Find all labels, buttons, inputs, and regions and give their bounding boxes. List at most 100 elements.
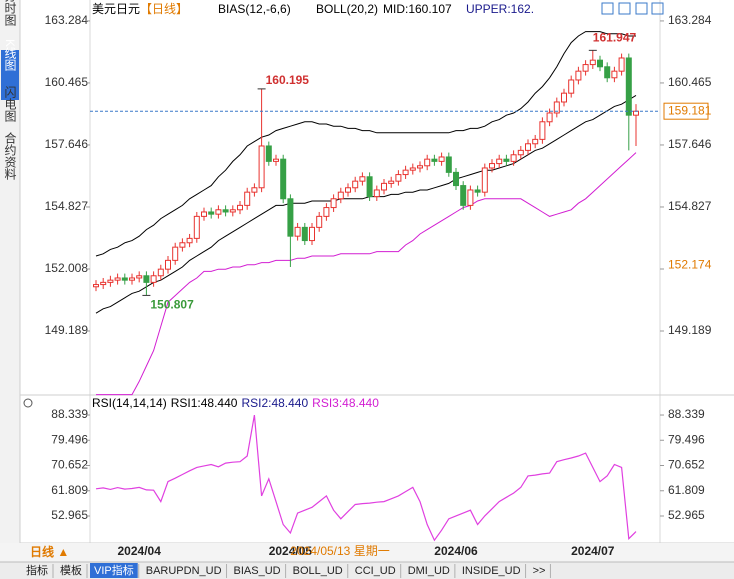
y-tick-label: 154.827 bbox=[45, 199, 89, 213]
sidebar-tab[interactable]: 合约资料 bbox=[3, 131, 17, 180]
price-marker-label: 152.174 bbox=[668, 258, 712, 272]
candle-body bbox=[366, 176, 373, 198]
candle-body bbox=[301, 226, 308, 242]
header-boll: BOLL(20,2) bbox=[316, 2, 378, 16]
candle-body bbox=[165, 259, 171, 270]
candle-body bbox=[345, 187, 351, 193]
boll-line bbox=[96, 152, 637, 396]
candle-body bbox=[561, 92, 567, 103]
bottom-tab[interactable]: CCI_UD bbox=[350, 563, 402, 578]
candle-body bbox=[107, 279, 114, 283]
candle-body bbox=[618, 57, 625, 72]
candle-body bbox=[100, 281, 107, 286]
current-price-box bbox=[663, 102, 709, 120]
active-tab-bg bbox=[1, 50, 19, 100]
period-button[interactable]: 日线 ▲ bbox=[30, 544, 69, 559]
bottom-tab[interactable]: 模板 bbox=[56, 563, 88, 578]
candle-body bbox=[460, 185, 467, 206]
header-mid: MID:160.107 bbox=[383, 2, 452, 16]
cursor-date: 2024/05/13 星期一 bbox=[290, 544, 389, 558]
y-tick-label-right: 163.284 bbox=[668, 13, 712, 27]
candle-body bbox=[431, 158, 438, 162]
icon[interactable] bbox=[635, 2, 648, 15]
bottom-tab[interactable]: BARUPDN_UD bbox=[141, 563, 228, 578]
header-upper: UPPER:162. bbox=[466, 2, 534, 16]
tab-bg bbox=[403, 563, 454, 578]
candle-body bbox=[273, 158, 279, 162]
current-price-label: 159.181 bbox=[668, 103, 712, 117]
candle-body bbox=[417, 165, 423, 169]
sidebar-tab[interactable]: 分时图 bbox=[3, 0, 17, 26]
rsi-tick-label: 61.809 bbox=[51, 483, 88, 497]
candle-body bbox=[280, 158, 287, 200]
candle-body bbox=[316, 215, 323, 228]
tab-label: >> bbox=[533, 565, 546, 577]
tab-label: BIAS_UD bbox=[234, 565, 281, 577]
rsi-tick-label: 88.339 bbox=[51, 407, 88, 421]
candle-body bbox=[114, 277, 121, 281]
candle-body bbox=[244, 191, 251, 206]
icon[interactable] bbox=[651, 2, 664, 15]
bottom-tab[interactable]: INSIDE_UD bbox=[457, 563, 527, 578]
rsi-header: RSI3:48.440 bbox=[312, 396, 379, 410]
candle-body bbox=[553, 101, 560, 114]
settings-icon[interactable] bbox=[23, 398, 33, 408]
sidebar-tab[interactable]: 闪电图 bbox=[3, 86, 17, 122]
candle-body bbox=[467, 189, 474, 206]
rsi-tick-label-right: 70.652 bbox=[668, 458, 705, 472]
candle-body bbox=[539, 121, 546, 140]
candle-body bbox=[597, 59, 603, 68]
candle-body bbox=[402, 169, 409, 176]
rsi-tick-label-right: 79.496 bbox=[668, 432, 705, 446]
candle-body bbox=[503, 158, 510, 162]
candle-body bbox=[208, 211, 215, 215]
candle-body bbox=[330, 198, 337, 209]
candle-body bbox=[546, 112, 553, 123]
bottom-tab[interactable]: BIAS_UD bbox=[229, 563, 287, 578]
candle-body bbox=[517, 149, 524, 156]
rsi-header: RSI2:48.440 bbox=[241, 396, 308, 410]
candle-body bbox=[193, 215, 200, 239]
candle-body bbox=[352, 180, 359, 189]
bottom-tab[interactable]: 指标 bbox=[22, 563, 54, 578]
tab-label: 指标 bbox=[26, 563, 48, 577]
tab-bg bbox=[229, 563, 285, 578]
y-tick-label-right: 157.646 bbox=[668, 137, 712, 151]
candle-body bbox=[258, 145, 265, 189]
candle-body bbox=[215, 209, 222, 215]
rsi-header: RSI1:48.440 bbox=[171, 396, 238, 410]
icon[interactable] bbox=[601, 2, 614, 15]
candle-body bbox=[143, 275, 150, 283]
candle-body bbox=[121, 277, 128, 281]
tab-bg bbox=[350, 563, 400, 578]
sidebar-tab[interactable]: K线图 bbox=[3, 39, 17, 71]
candle-body bbox=[309, 226, 315, 242]
candle-body bbox=[510, 154, 517, 162]
candle-body bbox=[438, 156, 445, 162]
bottom-tab[interactable]: DMI_UD bbox=[403, 563, 456, 578]
candle-body bbox=[251, 187, 258, 193]
candle-body bbox=[633, 110, 639, 116]
candle-body bbox=[179, 242, 186, 248]
tab-label: BOLL_UD bbox=[293, 565, 343, 577]
annotation-label: 150.807 bbox=[150, 298, 194, 312]
bottom-tab[interactable]: VIP指标 bbox=[90, 563, 140, 578]
candle-body bbox=[129, 277, 135, 281]
rsi-line bbox=[95, 414, 637, 542]
candle-body bbox=[424, 158, 431, 167]
candle-body bbox=[323, 207, 330, 217]
bottom-tab[interactable]: >> bbox=[528, 563, 551, 578]
candle-body bbox=[359, 176, 366, 182]
icon[interactable] bbox=[618, 2, 631, 15]
candle-body bbox=[222, 209, 229, 213]
rsi-tick-label-right: 52.965 bbox=[668, 508, 705, 522]
candle-body bbox=[582, 64, 589, 72]
annotation-label: 161.947 bbox=[593, 31, 637, 45]
y-tick-label: 149.189 bbox=[45, 323, 89, 337]
candle-body bbox=[157, 268, 164, 277]
candle-body bbox=[604, 66, 611, 79]
bottom-tab[interactable]: BOLL_UD bbox=[288, 563, 349, 578]
candle-body bbox=[265, 145, 272, 162]
candle-body bbox=[474, 189, 481, 193]
